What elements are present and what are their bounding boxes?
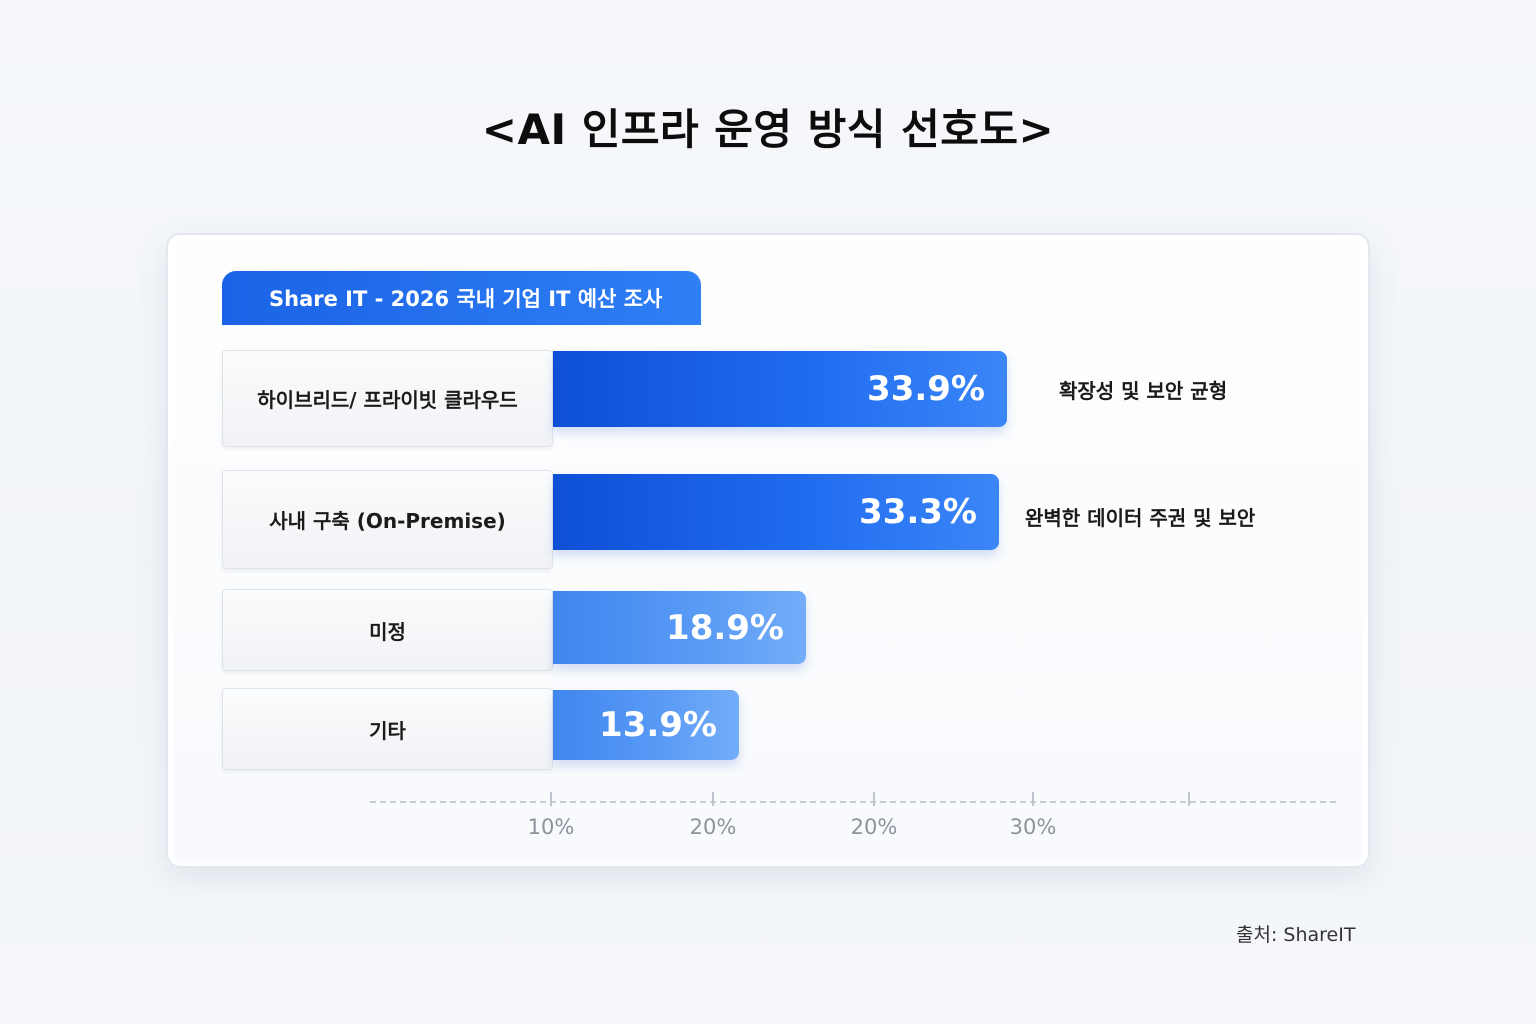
x-tick-label: 10% — [527, 815, 575, 839]
bar — [553, 690, 739, 760]
x-tick — [873, 792, 875, 806]
x-axis-line — [370, 801, 1336, 803]
bar — [553, 474, 999, 550]
bar-annotation: 확장성 및 보안 균형 — [1059, 379, 1228, 403]
x-tick — [1188, 792, 1190, 806]
category-label: 기타 — [222, 688, 553, 770]
chart-title: <AI 인프라 운영 방식 선호도> — [481, 105, 1055, 154]
bar-value-label: 33.3% — [859, 492, 977, 532]
source-note: 출처: ShareIT — [1236, 924, 1356, 946]
chart-subtitle: Share IT - 2026 국내 기업 IT 예산 조사 — [222, 271, 701, 325]
bar-value-label: 18.9% — [666, 607, 784, 648]
x-tick-label: 20% — [689, 815, 737, 839]
x-tick — [712, 792, 714, 806]
bar-annotation: 완벽한 데이터 주권 및 보안 — [1025, 506, 1256, 530]
bar — [553, 591, 806, 664]
category-label: 하이브리드/ 프라이빗 클라우드 — [222, 350, 553, 447]
x-tick — [1032, 792, 1034, 806]
bar — [553, 351, 1007, 427]
category-label: 사내 구축 (On-Premise) — [222, 470, 553, 569]
x-tick — [550, 792, 552, 806]
x-tick-label: 30% — [1009, 815, 1057, 839]
bar-value-label: 33.9% — [867, 369, 985, 409]
bar-value-label: 13.9% — [599, 705, 717, 745]
category-label: 미정 — [222, 589, 553, 671]
x-tick-label: 20% — [850, 815, 898, 839]
